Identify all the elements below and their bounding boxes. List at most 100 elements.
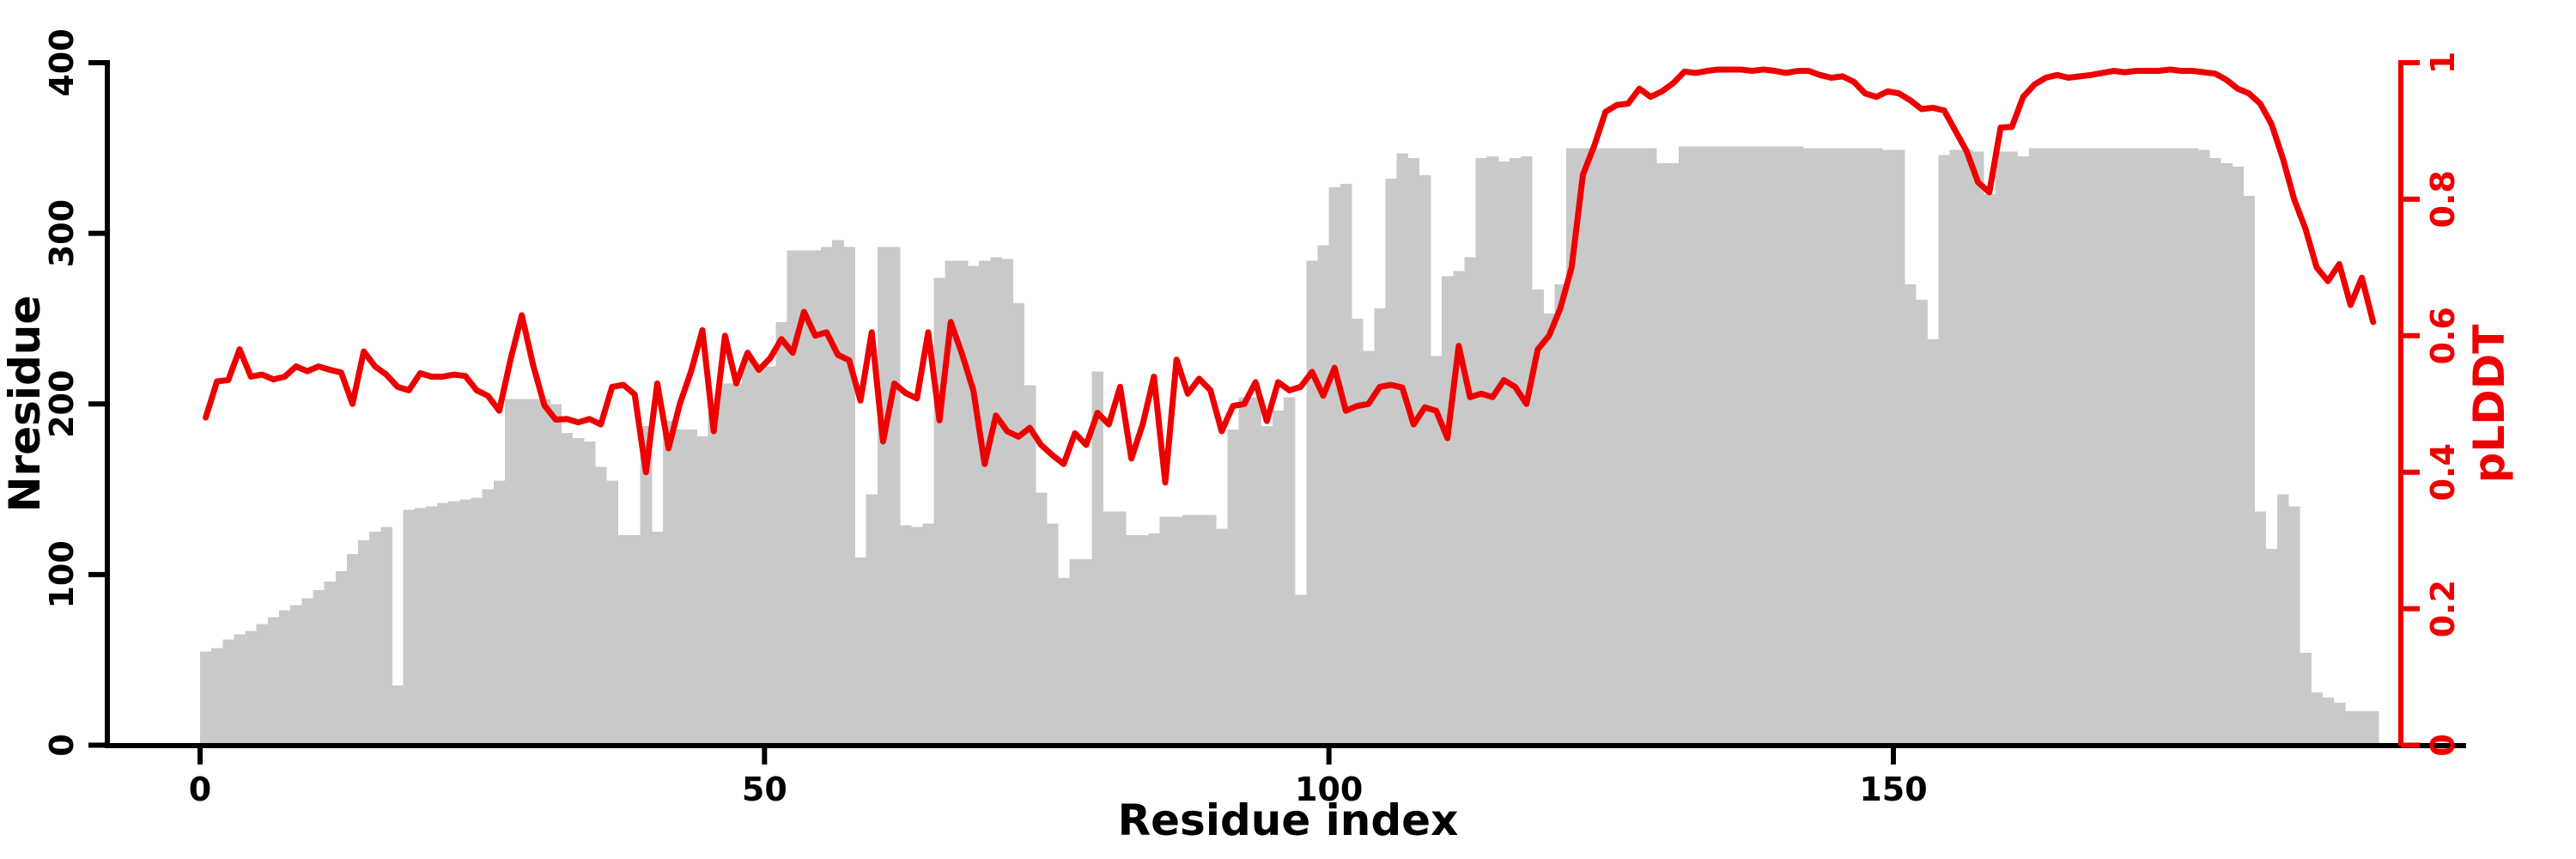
nresidue-bar	[1656, 163, 1668, 746]
nresidue-bar	[1870, 148, 1883, 746]
nresidue-bar	[1554, 284, 1567, 746]
nresidue-bar	[448, 501, 460, 746]
nresidue-bar	[1893, 149, 1905, 746]
x-axis-tick-label: 100	[1295, 771, 1363, 808]
nresidue-bar	[1103, 511, 1115, 746]
nresidue-bar	[832, 240, 844, 746]
y-right-axis-tick-label: 0.6	[2424, 307, 2462, 364]
nresidue-bar	[1510, 158, 1522, 746]
nresidue-bar	[1182, 515, 1194, 746]
nresidue-bar	[990, 257, 1002, 746]
nresidue-bar	[911, 527, 923, 746]
nresidue-bar	[866, 494, 878, 746]
nresidue-bar	[2006, 151, 2019, 746]
nresidue-bar	[550, 404, 562, 746]
nresidue-bar	[471, 497, 483, 746]
nresidue-bar	[877, 247, 890, 746]
nresidue-bar	[234, 634, 246, 746]
nresidue-bar	[1859, 148, 1872, 746]
nresidue-bar	[2288, 506, 2300, 746]
nresidue-bar	[414, 508, 427, 746]
nresidue-bar	[1532, 289, 1544, 746]
nresidue-bar	[335, 570, 348, 746]
nresidue-bar	[1159, 516, 1172, 746]
x-axis-tick-label: 50	[742, 771, 787, 808]
nresidue-bar	[493, 480, 506, 746]
nresidue-bar	[606, 480, 618, 746]
nresidue-bar	[1679, 146, 1691, 746]
y-left-axis-tick-label: 0	[43, 734, 81, 756]
nresidue-bar	[1385, 179, 1397, 746]
nresidue-bar	[2265, 549, 2278, 746]
nresidue-bar	[200, 651, 212, 746]
nresidue-bar	[346, 554, 359, 746]
nresidue-bar	[1012, 303, 1025, 746]
nresidue-bar	[888, 247, 901, 746]
nresidue-bar	[1814, 148, 1826, 746]
nresidue-bar	[392, 685, 404, 746]
nresidue-bar	[640, 426, 653, 746]
nresidue-bar	[2367, 710, 2379, 746]
nresidue-bar	[2175, 148, 2188, 746]
nresidue-bar	[301, 598, 313, 746]
nresidue-bar	[967, 265, 980, 746]
nresidue-bar	[267, 617, 280, 746]
nresidue-bar	[1475, 158, 1488, 746]
nresidue-bar	[1758, 146, 1770, 746]
nresidue-bar	[854, 557, 867, 746]
nresidue-bar	[1306, 260, 1318, 746]
nresidue-bar	[256, 624, 269, 746]
nresidue-bar	[685, 430, 697, 746]
nresidue-bar	[1249, 397, 1262, 746]
nresidue-bar	[1984, 193, 1996, 746]
nresidue-bar	[1622, 148, 1635, 746]
nresidue-bar	[1611, 148, 1623, 746]
nresidue-bar	[651, 532, 664, 746]
nresidue-bar	[708, 412, 720, 746]
nresidue-bar	[775, 321, 788, 746]
nresidue-bar	[2074, 148, 2086, 746]
nresidue-bar	[1668, 163, 1680, 746]
plddt-line-series	[203, 66, 2377, 486]
nresidue-bar	[617, 535, 629, 746]
nresidue-bar	[2063, 148, 2075, 746]
nresidue-bar	[1802, 148, 1815, 746]
nresidue-bar	[945, 260, 957, 746]
nresidue-bar	[583, 441, 596, 746]
axes: 0 50 100 150 0 100 200 300 400 0 0.2 0.4 0.6 0.8 1	[43, 28, 2466, 808]
nresidue-bar	[1589, 148, 1601, 746]
nresidue-bar	[2028, 148, 2041, 746]
nresidue-bar	[1317, 245, 1330, 746]
nresidue-bar	[933, 277, 946, 746]
nresidue-bar	[1080, 559, 1092, 746]
nresidue-bar	[1577, 148, 1589, 746]
nresidue-bar	[1227, 430, 1239, 746]
nresidue-bar	[1565, 148, 1578, 746]
nresidue-bar	[1047, 523, 1059, 746]
nresidue-bar	[1701, 146, 1714, 746]
nresidue-bar	[1690, 146, 1702, 746]
nresidue-bar	[1927, 338, 1939, 746]
nresidue-bar	[1521, 156, 1533, 746]
nresidue-bar	[527, 399, 539, 746]
nresidue-bar	[1938, 155, 1951, 746]
nresidue-bar	[2254, 511, 2267, 746]
nresidue-bar	[1972, 151, 1984, 746]
nresidue-bar	[211, 648, 223, 746]
nresidue-bar	[245, 631, 258, 746]
nresidue-bar	[843, 247, 855, 746]
nresidue-bar	[1995, 151, 2007, 746]
nresidue-bar	[1960, 149, 1973, 746]
nresidue-bar	[956, 260, 969, 746]
nresidue-bar	[1024, 385, 1036, 746]
nresidue-bar	[1137, 535, 1149, 746]
nresidue-bar	[1363, 350, 1375, 746]
nresidue-bar	[1396, 153, 1409, 746]
nresidue-bar	[1001, 259, 1013, 746]
nresidue-bar	[1826, 148, 1838, 746]
nresidue-bar	[2221, 163, 2233, 746]
nresidue-bar	[1205, 515, 1217, 746]
nresidue-bar	[2232, 167, 2244, 746]
